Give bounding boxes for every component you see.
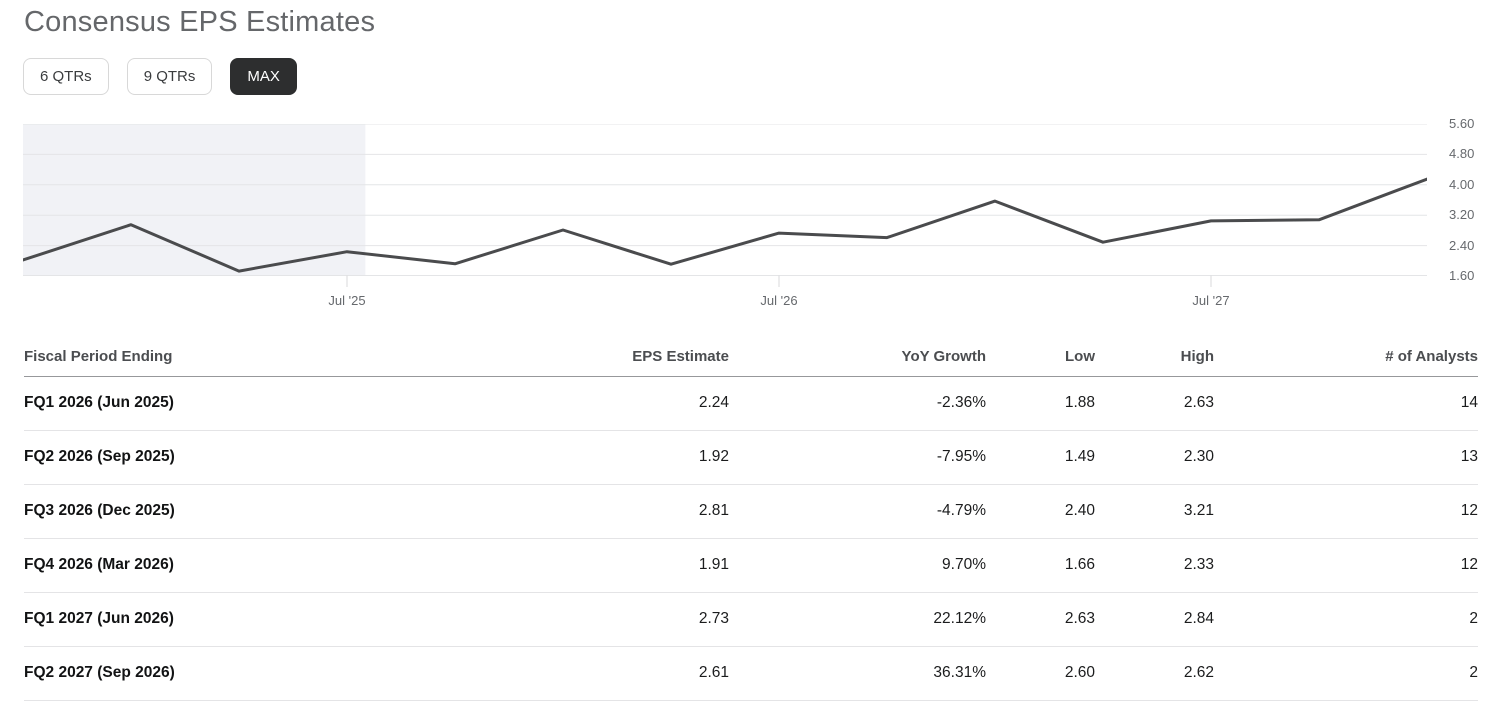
- cell-high: 2.62: [1095, 646, 1214, 701]
- cell-eps: 1.91: [454, 538, 729, 593]
- cell-analysts: 14: [1214, 376, 1478, 431]
- col-header-fiscal-period: Fiscal Period Ending: [24, 340, 454, 377]
- cell-eps: 2.73: [454, 592, 729, 647]
- col-header-low: Low: [986, 340, 1095, 377]
- chart-plot-area[interactable]: [23, 124, 1427, 288]
- cell-high: 3.21: [1095, 484, 1214, 539]
- col-header-analysts: # of Analysts: [1214, 340, 1478, 377]
- cell-period: FQ1 2026 (Jun 2025): [24, 376, 454, 431]
- y-axis-label: 4.00: [1449, 176, 1475, 192]
- cell-period: FQ4 2026 (Mar 2026): [24, 538, 454, 593]
- cell-eps: 1.92: [454, 430, 729, 485]
- cell-low: 2.63: [986, 592, 1095, 647]
- cell-yoy: 22.12%: [729, 592, 986, 647]
- cell-low: 2.60: [986, 646, 1095, 701]
- cell-eps: 2.61: [454, 646, 729, 701]
- x-axis-label: Jul '26: [760, 293, 798, 308]
- cell-high: 2.30: [1095, 430, 1214, 485]
- cell-yoy: 36.31%: [729, 646, 986, 701]
- col-header-high: High: [1095, 340, 1214, 377]
- table-row: FQ1 2027 (Jun 2026) 2.73 22.12% 2.63 2.8…: [24, 592, 1478, 647]
- range-button-6qtrs[interactable]: 6 QTRs: [23, 58, 109, 95]
- col-header-eps-estimate: EPS Estimate: [454, 340, 729, 377]
- estimates-table: Fiscal Period Ending EPS Estimate YoY Gr…: [24, 340, 1478, 701]
- table-header-row: Fiscal Period Ending EPS Estimate YoY Gr…: [24, 340, 1478, 377]
- cell-eps: 2.81: [454, 484, 729, 539]
- table-row: FQ3 2026 (Dec 2025) 2.81 -4.79% 2.40 3.2…: [24, 484, 1478, 539]
- cell-period: FQ2 2026 (Sep 2025): [24, 430, 454, 485]
- range-button-max[interactable]: MAX: [230, 58, 297, 95]
- cell-low: 2.40: [986, 484, 1095, 539]
- table-row: FQ2 2026 (Sep 2025) 1.92 -7.95% 1.49 2.3…: [24, 430, 1478, 485]
- cell-analysts: 2: [1214, 646, 1478, 701]
- cell-analysts: 12: [1214, 484, 1478, 539]
- cell-analysts: 12: [1214, 538, 1478, 593]
- cell-high: 2.84: [1095, 592, 1214, 647]
- cell-low: 1.66: [986, 538, 1095, 593]
- y-axis-label: 2.40: [1449, 237, 1475, 253]
- cell-high: 2.63: [1095, 376, 1214, 431]
- chart-y-axis: 5.60 4.80 4.00 3.20 2.40 1.60: [1449, 117, 1495, 288]
- table-row: FQ2 2027 (Sep 2026) 2.61 36.31% 2.60 2.6…: [24, 646, 1478, 701]
- y-axis-label: 5.60: [1449, 116, 1475, 131]
- x-axis-label: Jul '25: [328, 293, 366, 308]
- col-header-yoy-growth: YoY Growth: [729, 340, 986, 377]
- table-row: FQ4 2026 (Mar 2026) 1.91 9.70% 1.66 2.33…: [24, 538, 1478, 593]
- eps-line-chart[interactable]: [23, 124, 1427, 288]
- cell-analysts: 13: [1214, 430, 1478, 485]
- cell-analysts: 2: [1214, 592, 1478, 647]
- y-axis-label: 4.80: [1449, 146, 1475, 162]
- cell-yoy: -7.95%: [729, 430, 986, 485]
- table-row: FQ1 2026 (Jun 2025) 2.24 -2.36% 1.88 2.6…: [24, 376, 1478, 431]
- y-axis-label: 3.20: [1449, 207, 1475, 223]
- cell-yoy: -2.36%: [729, 376, 986, 431]
- cell-period: FQ2 2027 (Sep 2026): [24, 646, 454, 701]
- chart-x-axis: Jul '25 Jul '26 Jul '27: [23, 293, 1427, 311]
- cell-low: 1.88: [986, 376, 1095, 431]
- cell-high: 2.33: [1095, 538, 1214, 593]
- y-axis-label: 1.60: [1449, 268, 1475, 283]
- eps-series-line: [23, 177, 1427, 273]
- chart-range-toolbar: 6 QTRs 9 QTRs MAX: [23, 58, 297, 95]
- cell-period: FQ3 2026 (Dec 2025): [24, 484, 454, 539]
- page-title: Consensus EPS Estimates: [24, 6, 376, 38]
- x-axis-label: Jul '27: [1192, 293, 1230, 308]
- cell-eps: 2.24: [454, 376, 729, 431]
- cell-yoy: 9.70%: [729, 538, 986, 593]
- cell-yoy: -4.79%: [729, 484, 986, 539]
- range-button-9qtrs[interactable]: 9 QTRs: [126, 58, 213, 95]
- cell-low: 1.49: [986, 430, 1095, 485]
- cell-period: FQ1 2027 (Jun 2026): [24, 592, 454, 647]
